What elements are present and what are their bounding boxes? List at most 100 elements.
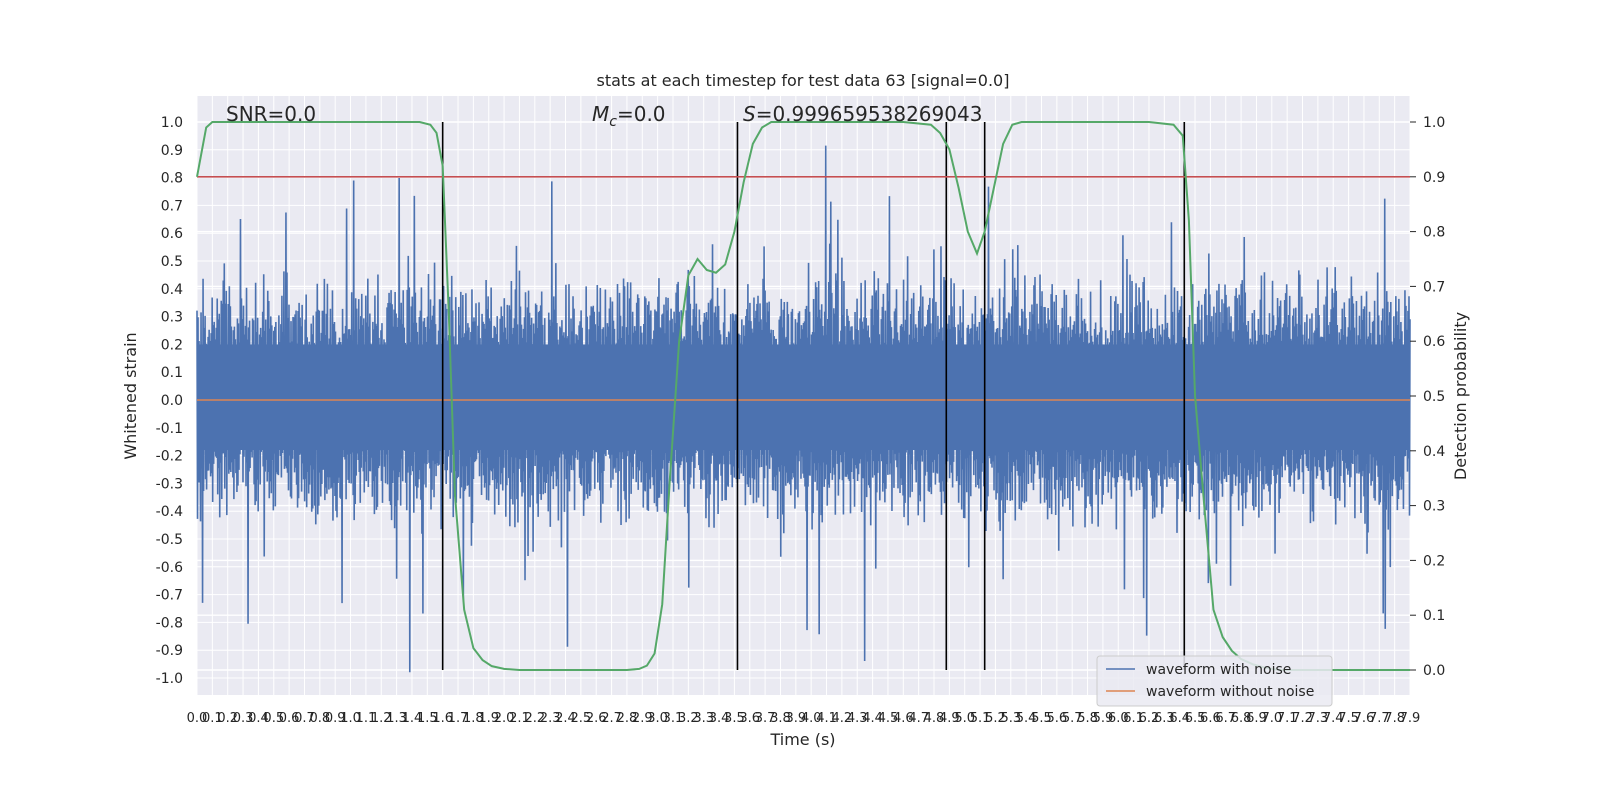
x-tick-label: 2.9	[632, 711, 653, 726]
x-tick-label: 7.5	[1338, 711, 1359, 726]
y2-tick-label: 0.3	[1423, 499, 1445, 515]
x-tick-label: 0.5	[263, 711, 284, 726]
y-tick-label: 0.9	[161, 143, 183, 159]
x-tick-label: 6.6	[1200, 711, 1221, 726]
y-tick-label: 1.0	[161, 115, 183, 131]
x-tick-label: 4.5	[878, 711, 899, 726]
x-axis-label: Time (s)	[769, 730, 835, 749]
legend-label-noise: waveform with noise	[1146, 662, 1291, 678]
y-tick-label: 0.5	[161, 254, 183, 270]
x-tick-label: 7.2	[1292, 711, 1313, 726]
noise-core-band	[197, 344, 1410, 451]
x-tick-label: 3.6	[739, 711, 760, 726]
x-tick-label: 5.0	[954, 711, 975, 726]
x-tick-label: 7.1	[1277, 711, 1298, 726]
x-tick-label: 3.2	[678, 711, 699, 726]
x-tick-label: 0.2	[217, 711, 238, 726]
y-tick-label: 0.7	[161, 198, 183, 214]
x-tick-label: 5.4	[1016, 711, 1037, 726]
x-tick-label: 7.8	[1384, 711, 1405, 726]
chart-title: stats at each timestep for test data 63 …	[597, 71, 1010, 90]
x-tick-label: 4.9	[939, 711, 960, 726]
y2-tick-label: 0.2	[1423, 553, 1445, 569]
y-tick-label: -0.9	[156, 643, 183, 659]
x-tick-label: 5.3	[1000, 711, 1021, 726]
x-tick-label: 0.6	[279, 711, 300, 726]
y-tick-label: -0.7	[156, 588, 183, 604]
x-tick-label: 1.5	[417, 711, 438, 726]
x-tick-label: 0.8	[309, 711, 330, 726]
x-tick-label: 6.0	[1108, 711, 1129, 726]
y-tick-label: 0.6	[161, 226, 183, 242]
x-tick-label: 6.3	[1154, 711, 1175, 726]
x-tick-label: 7.3	[1308, 711, 1329, 726]
x-tick-label: 3.1	[663, 711, 684, 726]
x-tick-label: 6.9	[1246, 711, 1267, 726]
x-tick-label: 3.5	[724, 711, 745, 726]
x-tick-label: 3.3	[693, 711, 714, 726]
x-tick-label: 2.7	[601, 711, 622, 726]
x-tick-label: 6.7	[1215, 711, 1236, 726]
y-tick-label: 0.4	[161, 282, 183, 298]
x-tick-label: 5.9	[1093, 711, 1114, 726]
x-tick-label: 5.6	[1047, 711, 1068, 726]
x-tick-label: 4.0	[801, 711, 822, 726]
y-axis-label: Whitened strain	[121, 332, 140, 459]
x-tick-label: 1.0	[340, 711, 361, 726]
y-tick-label: 0.8	[161, 171, 183, 187]
x-tick-label: 3.7	[755, 711, 776, 726]
y2-tick-label: 0.1	[1423, 608, 1445, 624]
x-tick-label: 3.0	[647, 711, 668, 726]
x-tick-label: 4.6	[893, 711, 914, 726]
y2-tick-label: 0.8	[1423, 225, 1445, 241]
legend-label-clean: waveform without noise	[1146, 684, 1314, 700]
snr-annotation: SNR=0.0	[226, 102, 316, 126]
x-tick-label: 1.7	[448, 711, 469, 726]
x-tick-label: 7.6	[1354, 711, 1375, 726]
x-tick-label: 6.5	[1185, 711, 1206, 726]
x-tick-label: 7.9	[1400, 711, 1421, 726]
y-tick-label: -0.4	[156, 504, 183, 520]
y-tick-labels: 1.0 0.9 0.8 0.7 0.6 0.5 0.4 0.3 0.2 0.1 0.0 -0.1 -0.…	[156, 115, 183, 687]
x-tick-label: 2.3	[540, 711, 561, 726]
y2-tick-label: 0.4	[1423, 444, 1445, 460]
x-tick-label: 1.1	[356, 711, 377, 726]
x-tick-label: 5.2	[985, 711, 1006, 726]
y-tick-label: -0.3	[156, 476, 183, 492]
score-annotation: S=0.999659538269043	[743, 102, 982, 126]
legend-box	[1096, 655, 1333, 707]
x-tick-label: 4.4	[862, 711, 883, 726]
x-tick-label: 7.0	[1261, 711, 1282, 726]
x-tick-label: 1.3	[386, 711, 407, 726]
x-tick-label: 1.9	[478, 711, 499, 726]
y-tick-label: 0.1	[161, 365, 183, 381]
x-tick-label: 2.2	[524, 711, 545, 726]
y-tick-label: 0.3	[161, 310, 183, 326]
y2-tick-label: 0.5	[1423, 389, 1445, 405]
y2-tick-label: 1.0	[1423, 115, 1445, 131]
x-tick-label: 0.7	[294, 711, 315, 726]
x-tick-label: 2.4	[555, 711, 576, 726]
x-tick-label: 1.8	[463, 711, 484, 726]
x-tick-label: 5.7	[1062, 711, 1083, 726]
y2-tick-labels: 1.0 0.9 0.8 0.7 0.6 0.5 0.4 0.3 0.2 0.1 0.0	[1410, 115, 1445, 679]
x-tick-label: 6.2	[1139, 711, 1160, 726]
series-waveform-with-noise	[196, 145, 1411, 673]
x-tick-label: 2.0	[494, 711, 515, 726]
x-tick-label: 1.4	[402, 711, 423, 726]
y2-tick-label: 0.9	[1423, 170, 1445, 186]
x-tick-label: 5.5	[1031, 711, 1052, 726]
x-tick-label: 0.4	[248, 711, 269, 726]
x-tick-label: 6.8	[1231, 711, 1252, 726]
y-tick-label: -0.6	[156, 560, 183, 576]
x-tick-label: 3.9	[785, 711, 806, 726]
x-tick-label: 6.4	[1169, 711, 1190, 726]
x-tick-label: 7.7	[1369, 711, 1390, 726]
noise-trace	[196, 145, 1411, 673]
x-tick-label: 5.1	[970, 711, 991, 726]
x-tick-label: 4.2	[832, 711, 853, 726]
y2-axis-label: Detection probability	[1451, 312, 1470, 480]
legend: waveform with noise waveform without noi…	[1096, 655, 1333, 707]
x-tick-label: 0.3	[233, 711, 254, 726]
chirp-mass-annotation: Mc=0.0	[592, 102, 666, 130]
